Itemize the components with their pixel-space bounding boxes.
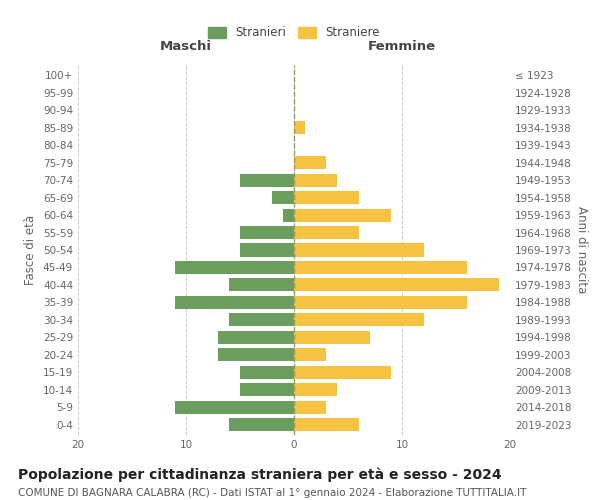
Bar: [294, 314, 424, 326]
Bar: [229, 314, 294, 326]
Bar: [218, 330, 294, 344]
Bar: [240, 366, 294, 378]
Y-axis label: Fasce di età: Fasce di età: [25, 215, 37, 285]
Bar: [240, 244, 294, 256]
Bar: [175, 261, 294, 274]
Bar: [294, 366, 391, 378]
Bar: [294, 191, 359, 204]
Legend: Stranieri, Straniere: Stranieri, Straniere: [205, 23, 383, 43]
Bar: [229, 278, 294, 291]
Text: Femmine: Femmine: [368, 40, 436, 53]
Bar: [294, 348, 326, 362]
Bar: [283, 208, 294, 222]
Bar: [294, 122, 305, 134]
Bar: [294, 261, 467, 274]
Text: COMUNE DI BAGNARA CALABRA (RC) - Dati ISTAT al 1° gennaio 2024 - Elaborazione TU: COMUNE DI BAGNARA CALABRA (RC) - Dati IS…: [18, 488, 526, 498]
Bar: [294, 156, 326, 170]
Bar: [294, 296, 467, 309]
Bar: [294, 400, 326, 413]
Y-axis label: Anni di nascita: Anni di nascita: [575, 206, 588, 294]
Bar: [294, 418, 359, 431]
Bar: [272, 191, 294, 204]
Text: Popolazione per cittadinanza straniera per età e sesso - 2024: Popolazione per cittadinanza straniera p…: [18, 468, 502, 482]
Bar: [294, 383, 337, 396]
Bar: [294, 278, 499, 291]
Bar: [229, 418, 294, 431]
Bar: [175, 400, 294, 413]
Bar: [294, 174, 337, 186]
Bar: [294, 244, 424, 256]
Bar: [294, 208, 391, 222]
Text: Maschi: Maschi: [160, 40, 212, 53]
Bar: [294, 226, 359, 239]
Bar: [294, 330, 370, 344]
Bar: [175, 296, 294, 309]
Bar: [240, 174, 294, 186]
Bar: [240, 226, 294, 239]
Bar: [218, 348, 294, 362]
Bar: [240, 383, 294, 396]
